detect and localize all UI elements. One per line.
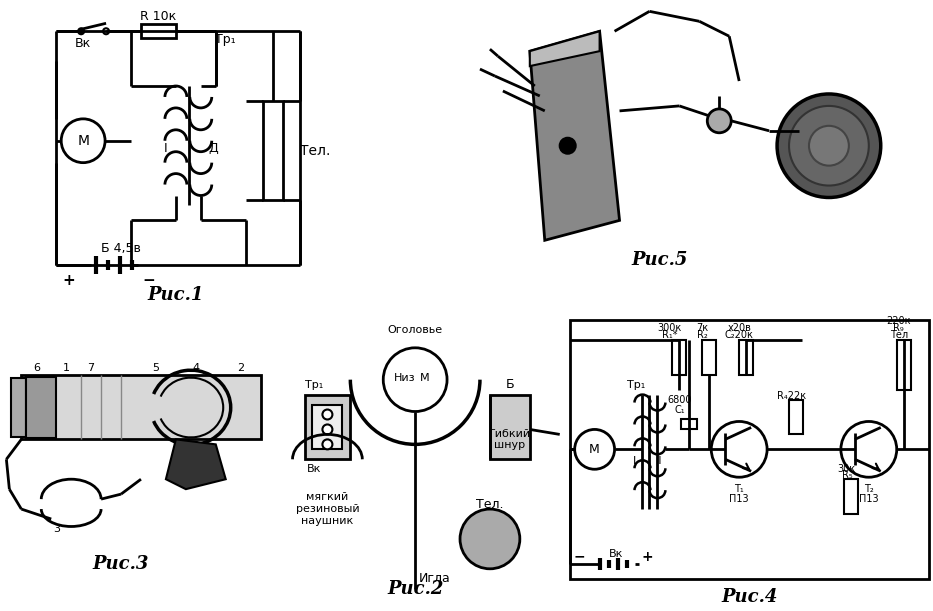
Text: Тр₁: Тр₁ xyxy=(305,379,324,390)
Text: 300к: 300к xyxy=(657,323,681,333)
Circle shape xyxy=(62,119,105,163)
Circle shape xyxy=(707,109,731,133)
Text: 7: 7 xyxy=(88,363,94,373)
Bar xyxy=(681,420,697,430)
Bar xyxy=(789,400,803,434)
Circle shape xyxy=(460,509,520,569)
Text: C₂20к: C₂20к xyxy=(725,330,754,340)
Text: Рис.5: Рис.5 xyxy=(632,251,688,269)
Bar xyxy=(313,404,342,449)
Text: Вк: Вк xyxy=(609,549,624,559)
Circle shape xyxy=(777,94,881,197)
Text: I: I xyxy=(633,456,636,466)
Text: R₅: R₅ xyxy=(842,470,852,480)
Text: Вк: Вк xyxy=(75,37,91,49)
Circle shape xyxy=(103,28,109,34)
Text: Рис.1: Рис.1 xyxy=(147,286,204,304)
Text: R₄22к: R₄22к xyxy=(777,390,807,401)
Text: C₁: C₁ xyxy=(674,404,685,414)
Text: Игла: Игла xyxy=(419,573,451,585)
Circle shape xyxy=(575,430,615,469)
Text: Рис.4: Рис.4 xyxy=(721,588,777,606)
Text: 6800: 6800 xyxy=(667,395,691,404)
Text: Рис.2: Рис.2 xyxy=(387,580,443,598)
Text: R₁*: R₁* xyxy=(661,330,677,340)
Circle shape xyxy=(560,137,576,154)
Circle shape xyxy=(809,126,849,166)
Circle shape xyxy=(789,106,869,186)
Circle shape xyxy=(78,28,84,34)
Text: +: + xyxy=(642,550,653,564)
Text: М: М xyxy=(420,373,430,382)
Bar xyxy=(262,101,283,200)
Text: 1: 1 xyxy=(63,363,70,373)
Text: 220к: 220к xyxy=(886,316,911,326)
Text: I: I xyxy=(164,142,168,155)
Circle shape xyxy=(323,409,332,420)
Text: −: − xyxy=(143,273,155,288)
Text: II: II xyxy=(656,456,662,466)
Bar xyxy=(21,375,260,439)
Text: М: М xyxy=(590,443,600,456)
Text: Т₁: Т₁ xyxy=(734,484,744,494)
Circle shape xyxy=(841,422,897,477)
Text: П13: П13 xyxy=(859,494,879,504)
Text: Б: Б xyxy=(506,378,514,391)
Text: R₉: R₉ xyxy=(893,323,904,333)
Text: Рис.3: Рис.3 xyxy=(93,555,149,573)
Text: Гибкий
шнур: Гибкий шнур xyxy=(489,428,531,450)
Text: R₂: R₂ xyxy=(697,330,707,340)
Text: 2: 2 xyxy=(237,363,244,373)
Text: Тел.: Тел. xyxy=(300,144,331,158)
Circle shape xyxy=(323,425,332,434)
Bar xyxy=(26,376,56,439)
Text: х20в: х20в xyxy=(727,323,751,333)
Bar xyxy=(703,340,717,375)
Circle shape xyxy=(711,422,767,477)
Bar xyxy=(11,378,26,437)
Text: Тел.: Тел. xyxy=(476,497,504,511)
Text: Оголовье: Оголовье xyxy=(387,325,443,335)
Text: 6: 6 xyxy=(33,363,40,373)
Bar xyxy=(570,320,928,579)
Polygon shape xyxy=(166,439,226,489)
Text: 4: 4 xyxy=(192,363,200,373)
Text: R 10к: R 10к xyxy=(140,10,176,23)
Polygon shape xyxy=(530,31,620,240)
Circle shape xyxy=(323,439,332,449)
Circle shape xyxy=(383,348,447,412)
Text: Тел: Тел xyxy=(890,330,908,340)
Bar xyxy=(490,395,530,459)
Bar xyxy=(897,340,911,390)
Text: Низ: Низ xyxy=(395,373,416,382)
Text: Д: Д xyxy=(208,142,217,155)
Text: Тр₁: Тр₁ xyxy=(627,379,646,390)
Text: 7к: 7к xyxy=(696,323,708,333)
Bar xyxy=(673,340,687,375)
Text: +: + xyxy=(63,273,76,288)
Text: 5: 5 xyxy=(152,363,160,373)
Bar xyxy=(305,395,351,459)
Text: −: − xyxy=(574,550,586,564)
Text: 30к: 30к xyxy=(838,464,856,474)
Text: Т₂: Т₂ xyxy=(864,484,873,494)
Text: мягкий
резиновый
наушник: мягкий резиновый наушник xyxy=(296,492,359,525)
Text: П13: П13 xyxy=(730,494,749,504)
Text: Б 4,5в: Б 4,5в xyxy=(101,242,141,255)
Text: 3: 3 xyxy=(53,524,60,534)
Polygon shape xyxy=(530,31,600,66)
Bar xyxy=(739,340,753,375)
Bar xyxy=(141,24,175,38)
Bar xyxy=(843,479,857,514)
Text: Вк: Вк xyxy=(307,464,322,474)
Text: М: М xyxy=(77,134,90,148)
Text: Тр₁: Тр₁ xyxy=(216,33,236,46)
